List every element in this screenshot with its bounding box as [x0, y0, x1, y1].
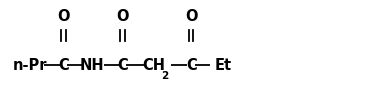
Text: O: O [185, 9, 198, 24]
Text: 2: 2 [161, 70, 169, 80]
Text: O: O [57, 9, 70, 24]
Text: NH: NH [80, 58, 105, 72]
Text: Et: Et [214, 58, 231, 72]
Text: O: O [116, 9, 129, 24]
Text: C: C [117, 58, 128, 72]
Text: CH: CH [142, 58, 166, 72]
Text: C: C [58, 58, 69, 72]
Text: C: C [186, 58, 196, 72]
Text: n-Pr: n-Pr [13, 58, 48, 72]
